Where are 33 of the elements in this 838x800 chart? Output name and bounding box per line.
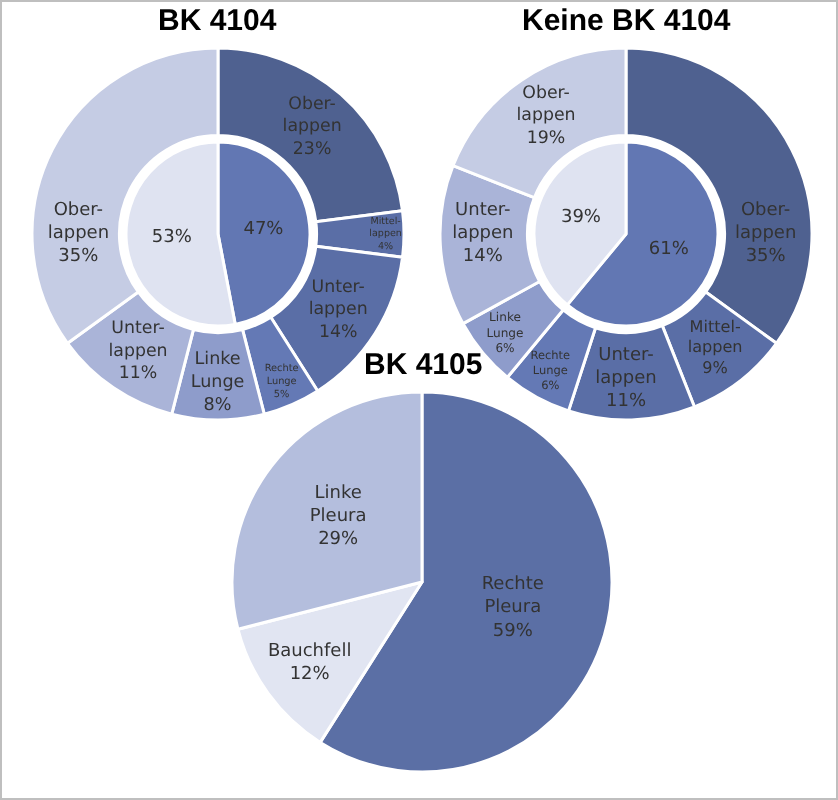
data-label: 35% xyxy=(58,247,100,268)
slice-label: Rechte Pleura xyxy=(481,575,545,619)
data-label: 47% xyxy=(243,219,285,240)
slice-label: Unter- lappen xyxy=(452,200,514,244)
slice-label: Unter- lappen xyxy=(308,277,368,321)
slice-label: Ober- lappen xyxy=(516,83,576,127)
data-label: 61% xyxy=(648,239,690,260)
slice-label: Bauchfell xyxy=(267,641,352,662)
data-label: 59% xyxy=(492,621,534,642)
data-label: 14% xyxy=(462,247,504,268)
data-label: 8% xyxy=(203,395,232,416)
slice-label: Ober- lappen xyxy=(282,94,342,138)
data-label: 53% xyxy=(151,228,193,249)
data-label: 39% xyxy=(560,207,602,228)
data-label: 11% xyxy=(605,392,647,413)
chart-title: BK 4105 xyxy=(364,348,483,382)
slice-label: Mittel- lappen xyxy=(687,317,743,357)
data-label: 29% xyxy=(318,530,360,551)
data-label: 9% xyxy=(702,359,729,378)
slice-label: Ober- lappen xyxy=(47,200,110,244)
data-label: 12% xyxy=(289,665,331,686)
data-label: 35% xyxy=(745,247,787,268)
data-label: 11% xyxy=(118,364,158,385)
chart-title: Keine BK 4104 xyxy=(522,4,732,38)
chart-title: BK 4104 xyxy=(158,4,278,38)
slice-label: Unter- lappen xyxy=(595,345,657,389)
slice-label: Linke Pleura xyxy=(309,483,367,527)
data-label: 23% xyxy=(292,139,332,160)
slice-label: Linke Lunge xyxy=(190,349,245,393)
slice-label: Unter- lappen xyxy=(108,318,168,362)
data-label: 14% xyxy=(318,322,358,343)
data-label: 19% xyxy=(526,128,566,149)
slice-label: Ober- lappen xyxy=(734,200,797,244)
